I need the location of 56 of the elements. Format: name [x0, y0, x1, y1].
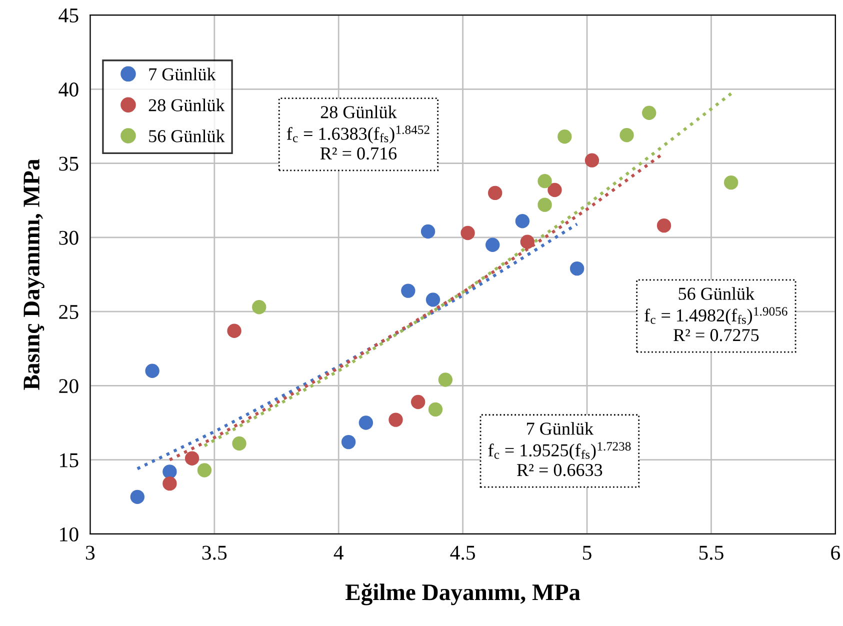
point [570, 261, 584, 276]
point [145, 364, 160, 378]
x-tick-label: 5 [583, 546, 592, 560]
point [558, 130, 572, 144]
point [548, 182, 562, 198]
x-tick-label: 6 [831, 546, 840, 560]
point [642, 106, 656, 120]
point [438, 372, 453, 387]
point [401, 284, 416, 298]
point [515, 214, 530, 228]
text: 56 Günlük f$_{c}$ = 1.4982(f$_{fs}$)$^{1.9056}$ R² = 0.7275 [644, 287, 788, 342]
point [358, 416, 374, 430]
point [620, 128, 634, 142]
y-tick-label: 15 [60, 453, 78, 468]
point [252, 300, 266, 314]
point [520, 234, 534, 249]
x-tick-label: 4 [334, 546, 344, 560]
x-tick-label: 3 [86, 546, 95, 560]
text: 7 Günlük f$_{c}$ = 1.9525(f$_{fs}$)$^{1.7238}$ R² = 0.6633 [488, 422, 631, 476]
legend-label: 7 Günlük [149, 68, 216, 80]
point [388, 412, 403, 427]
y-tick-label: 45 [58, 8, 78, 22]
point [428, 402, 443, 417]
y-tick-label: 40 [58, 82, 78, 97]
x-tick-label: 5.5 [699, 546, 724, 560]
point [584, 153, 600, 168]
legend-label: 28 Günlük [148, 98, 225, 112]
point [162, 464, 177, 479]
y-tick-label: 35 [59, 156, 78, 171]
x-tick-label: 3.5 [202, 546, 227, 560]
y-tick-label: 25 [59, 305, 78, 319]
legend-label: 56 Günlük [149, 130, 225, 142]
y-tick-label: 30 [59, 230, 78, 245]
point [227, 324, 242, 338]
point [488, 186, 502, 200]
point [420, 224, 436, 239]
y-axis-title: Basınç Dayanımı, MPa [24, 159, 44, 390]
point [341, 434, 356, 450]
point [538, 174, 552, 188]
point [410, 394, 426, 410]
y-tick-label: 10 [60, 527, 78, 542]
point [162, 476, 177, 491]
point [656, 218, 672, 233]
point [538, 198, 552, 212]
x-axis-title: Eğilme Dayanımı, MPa [345, 583, 580, 606]
point [232, 436, 246, 451]
point [460, 226, 475, 240]
point [724, 175, 738, 190]
point [426, 292, 440, 307]
point [197, 463, 212, 478]
y-tick-label: 20 [59, 379, 78, 394]
x-tick-label: 4.5 [450, 546, 476, 560]
point [486, 238, 500, 252]
text: 28 Günlük f$_{c}$ = 1.6383(f$_{fs}$)$^{1.8452}$ R² = 0.716 [286, 106, 430, 160]
point [184, 451, 200, 466]
point [130, 490, 144, 504]
